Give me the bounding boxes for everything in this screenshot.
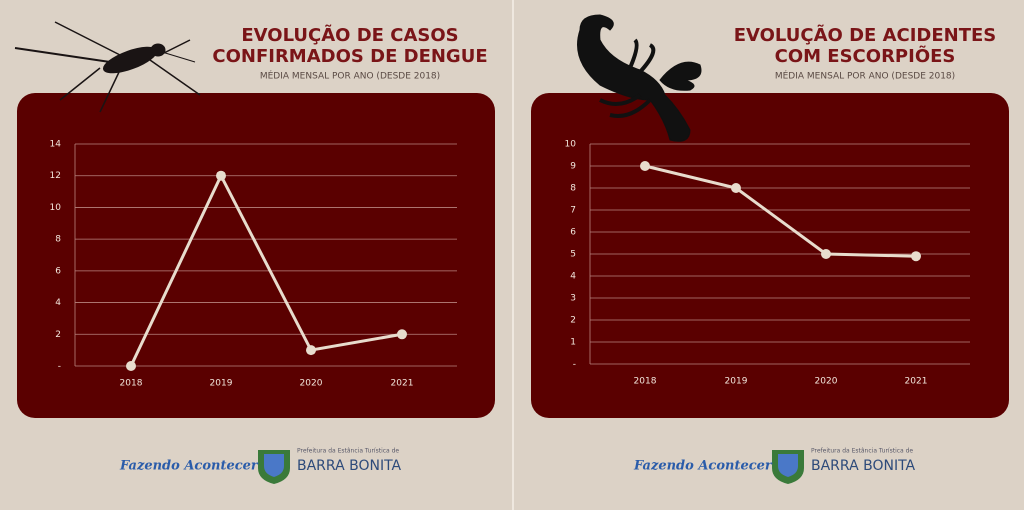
chart-subtitle: MÉDIA MENSAL POR ANO (DESDE 2018): [260, 70, 440, 82]
point: [306, 345, 316, 356]
y-tick-label: 8: [55, 235, 61, 245]
x-tick-label: 2018: [120, 379, 143, 389]
point: [397, 329, 407, 340]
slogan: Fazendo Acontecer: [633, 459, 773, 474]
point: [911, 251, 921, 262]
mosquito-icon: [14, 21, 201, 113]
chart-panel: [531, 93, 1009, 418]
x-tick-label: 2020: [300, 379, 323, 389]
crest: [258, 450, 290, 484]
point: [731, 183, 741, 193]
y-tick-label: 5: [570, 250, 576, 260]
prefeitura: Prefeitura da Estância Turística de: [811, 448, 913, 455]
city: BARRA BONITA: [811, 458, 916, 474]
y-tick-label: 9: [570, 162, 576, 172]
y-tick-label: 3: [570, 294, 576, 304]
y-tick-label: 4: [55, 298, 61, 308]
y-tick-label: 4: [570, 272, 576, 282]
x-tick-label: 2021: [905, 377, 928, 387]
y-tick-label: -: [573, 360, 576, 370]
x-tick-label: 2018: [634, 377, 657, 387]
point: [216, 170, 226, 181]
y-tick-label: -: [58, 362, 61, 372]
point: [640, 161, 650, 171]
y-tick-label: 12: [50, 171, 61, 181]
y-tick-label: 2: [570, 316, 576, 326]
chart-title: EVOLUÇÃO DE CASOS: [241, 23, 458, 46]
point: [126, 361, 136, 371]
x-tick-label: 2020: [815, 377, 838, 387]
line: [644, 164, 917, 258]
line: [129, 172, 403, 367]
slogan: Fazendo Acontecer: [119, 459, 259, 474]
y-tick-label: 14: [50, 140, 62, 150]
y-tick-label: 7: [570, 206, 576, 216]
prefeitura: Prefeitura da Estância Turística de: [297, 448, 399, 455]
scorpion-icon: [577, 14, 702, 142]
y-tick-label: 6: [570, 228, 576, 238]
y-tick-label: 6: [55, 266, 61, 276]
y-tick-label: 8: [570, 184, 576, 194]
city: BARRA BONITA: [297, 458, 402, 474]
chart-panel: [17, 93, 495, 418]
x-tick-label: 2019: [210, 379, 233, 389]
chart-title: EVOLUÇÃO DE ACIDENTES: [734, 23, 997, 46]
y-tick-label: 1: [570, 338, 576, 348]
point: [821, 249, 831, 259]
y-tick-label: 10: [50, 203, 62, 213]
x-tick-label: 2021: [391, 379, 414, 389]
y-tick-label: 2: [55, 330, 61, 340]
chart-title: COM ESCORPIÕES: [775, 44, 956, 67]
x-tick-label: 2019: [725, 377, 748, 387]
crest: [772, 450, 804, 484]
chart-title: CONFIRMADOS DE DENGUE: [212, 46, 487, 67]
chart-subtitle: MÉDIA MENSAL POR ANO (DESDE 2018): [775, 70, 955, 82]
y-tick-label: 10: [565, 140, 577, 150]
